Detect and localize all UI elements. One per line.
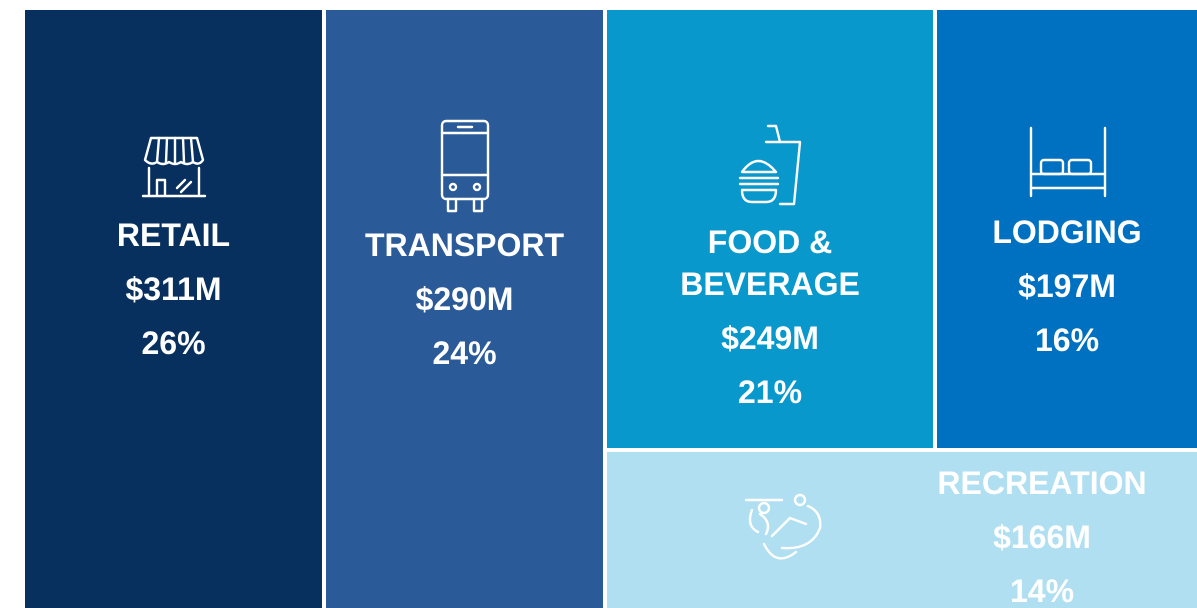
lodging-content: LODGING $197M 16% <box>937 120 1197 367</box>
tile-amount: $197M <box>1018 268 1116 304</box>
tile-amount: $166M <box>993 519 1091 555</box>
food-content: FOOD & BEVERAGE $249M 21% <box>607 120 933 419</box>
tile-share: 16% <box>1034 322 1100 358</box>
tile-share: 14% <box>1009 573 1075 608</box>
tile-label: RECREATION <box>937 465 1147 501</box>
transport-content: TRANSPORT $290M 24% <box>326 113 603 380</box>
tile-amount: $249M <box>721 320 819 356</box>
tile-label: LODGING <box>992 214 1142 250</box>
retail-content: RETAIL $311M 26% <box>25 128 322 370</box>
lodging-tile: LODGING $197M 16% <box>937 10 1197 448</box>
recreation-tile: RECREATION $166M 14% <box>607 452 1197 608</box>
tile-share: 21% <box>737 374 803 410</box>
food-tile: FOOD & BEVERAGE $249M 21% <box>607 10 933 448</box>
retail-tile: RETAIL $311M 26% <box>25 10 322 608</box>
tile-share: 26% <box>141 325 206 361</box>
tile-label: TRANSPORT <box>364 227 565 263</box>
tile-amount: $311M <box>125 271 222 307</box>
food-icon <box>738 124 802 206</box>
lodging-icon <box>1029 126 1107 198</box>
tile-share: 24% <box>432 335 497 371</box>
transport-icon <box>440 119 489 213</box>
retail-icon <box>141 136 206 198</box>
recreation-icon <box>744 493 822 560</box>
recreation-content: RECREATION $166M 14% <box>897 456 1187 608</box>
transport-tile: TRANSPORT $290M 24% <box>326 10 603 608</box>
tile-label: RETAIL <box>116 217 231 253</box>
tile-amount: $290M <box>415 281 514 317</box>
tile-label: FOOD & BEVERAGE <box>680 224 860 302</box>
